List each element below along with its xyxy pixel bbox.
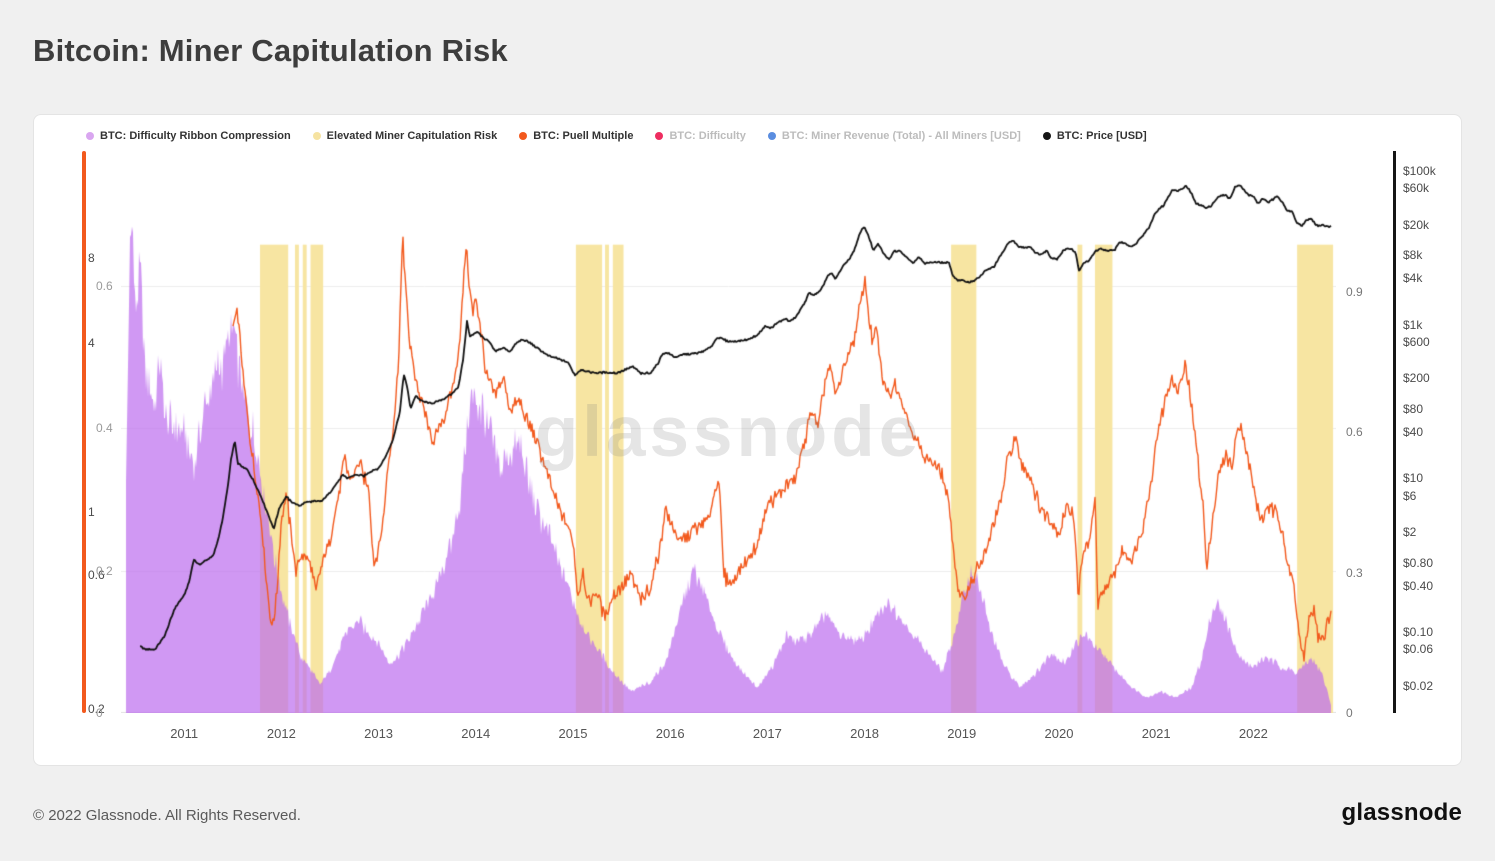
glassnode-logo: glassnode	[1341, 799, 1462, 826]
x-tick-year: 2011	[170, 726, 199, 741]
page-title: Bitcoin: Miner Capitulation Risk	[33, 33, 508, 68]
x-axis-labels: 2011 2012 2013 2014 2015 2016 2017 2018 2019 2020…	[121, 726, 1336, 744]
y-tick-compression: 0.6	[96, 279, 113, 294]
legend-dot-icon	[312, 132, 321, 140]
compression-axis-labels: 0.6 0.4 0.2 0	[96, 151, 136, 719]
copyright-text: © 2022 Glassnode. All Rights Reserved.	[33, 807, 301, 824]
y-tick-compression: 0	[96, 706, 103, 720]
y-tick-puell: 4	[88, 335, 95, 350]
y-tick-price: $8k	[1403, 248, 1423, 263]
legend-label: BTC: Price [USD]	[1056, 130, 1147, 142]
y-tick-price: $60k	[1403, 181, 1430, 195]
x-tick-year: 2014	[461, 726, 491, 741]
legend-label: BTC: Puell Multiple	[533, 130, 634, 142]
y-tick-risk: 0.6	[1346, 425, 1363, 439]
puell-axis-labels: 8 4 1 0.6 0.2	[88, 151, 128, 717]
x-tick-year: 2012	[266, 726, 296, 741]
y-tick-price: $20k	[1403, 217, 1430, 232]
x-tick-year: 2016	[655, 726, 685, 741]
legend-item-btc-difficulty-ribbon-compression[interactable]: BTC: Difficulty Ribbon Compression	[86, 130, 291, 142]
y-tick-risk: 0	[1346, 706, 1353, 720]
legend-item-btc-difficulty[interactable]: BTC: Difficulty	[655, 130, 746, 142]
x-tick-year: 2017	[752, 726, 782, 741]
y-tick-price: $2	[1403, 525, 1417, 540]
y-tick-puell: 0.2	[88, 702, 105, 717]
legend-label: Elevated Miner Capitulation Risk	[326, 130, 498, 142]
legend-item-btc-price-usd[interactable]: BTC: Price [USD]	[1042, 130, 1147, 142]
x-tick-year: 2021	[1141, 726, 1171, 741]
legend-item-elevated-miner-capitulation-risk[interactable]: Elevated Miner Capitulation Risk	[312, 130, 498, 142]
risk-axis-labels: 0.9 0.6 0.3 0	[1346, 151, 1386, 720]
y-tick-price: $0.02	[1403, 678, 1434, 693]
legend-dot-icon	[1042, 132, 1051, 140]
chart-canvas[interactable]	[121, 151, 1336, 713]
y-tick-price: $80	[1403, 402, 1424, 417]
y-tick-puell: 0.6	[88, 567, 105, 582]
x-tick-year: 2022	[1238, 726, 1268, 741]
y-tick-compression: 0.2	[96, 563, 113, 578]
chart-card: BTC: Difficulty Ribbon Compression Elevat…	[33, 114, 1462, 766]
y-tick-price: $200	[1403, 371, 1430, 386]
y-tick-price: $600	[1403, 334, 1430, 349]
y-tick-puell: 1	[88, 505, 95, 520]
legend-dot-icon	[519, 132, 528, 140]
x-tick-year: 2015	[558, 726, 588, 741]
y-tick-price: $6	[1403, 488, 1417, 503]
y-tick-price: $100k	[1403, 163, 1436, 178]
puell-axis-line	[82, 151, 86, 713]
legend: BTC: Difficulty Ribbon Compression Elevat…	[86, 126, 1147, 146]
legend-dot-icon	[86, 132, 94, 140]
legend-item-btc-puell-multiple[interactable]: BTC: Puell Multiple	[519, 130, 633, 142]
y-tick-price: $0.40	[1403, 578, 1434, 593]
price-axis-labels: $100k $60k $20k $8k $4k $1k $600 $200 $80 $40 $10 $…	[1403, 151, 1443, 713]
x-tick-year: 2013	[364, 726, 394, 741]
y-tick-price: $4k	[1403, 271, 1423, 286]
y-tick-price: $1k	[1403, 317, 1423, 332]
y-tick-risk: 0.9	[1346, 284, 1363, 299]
x-tick-year: 2019	[947, 726, 977, 741]
legend-dot-icon	[655, 132, 664, 140]
x-tick-year: 2020	[1044, 726, 1074, 741]
legend-dot-icon	[767, 132, 776, 140]
y-tick-price: $40	[1403, 425, 1424, 440]
legend-label: BTC: Difficulty Ribbon Compression	[100, 130, 291, 142]
y-tick-price: $0.06	[1403, 642, 1434, 657]
y-tick-puell: 8	[88, 251, 95, 266]
y-tick-risk: 0.3	[1346, 565, 1363, 580]
y-tick-price: $0.10	[1403, 625, 1434, 640]
legend-label: BTC: Difficulty	[669, 130, 746, 142]
legend-label: BTC: Miner Revenue (Total) - All Miners …	[781, 130, 1021, 142]
y-tick-compression: 0.4	[96, 421, 113, 436]
x-tick-year: 2018	[850, 726, 880, 741]
price-axis-line	[1393, 151, 1396, 713]
y-tick-price: $0.80	[1403, 555, 1434, 570]
legend-item-btc-miner-revenue-total-all-miners-usd[interactable]: BTC: Miner Revenue (Total) - All Miners …	[767, 130, 1021, 142]
plot-area: glassnode	[121, 151, 1336, 713]
y-tick-price: $10	[1403, 471, 1424, 486]
